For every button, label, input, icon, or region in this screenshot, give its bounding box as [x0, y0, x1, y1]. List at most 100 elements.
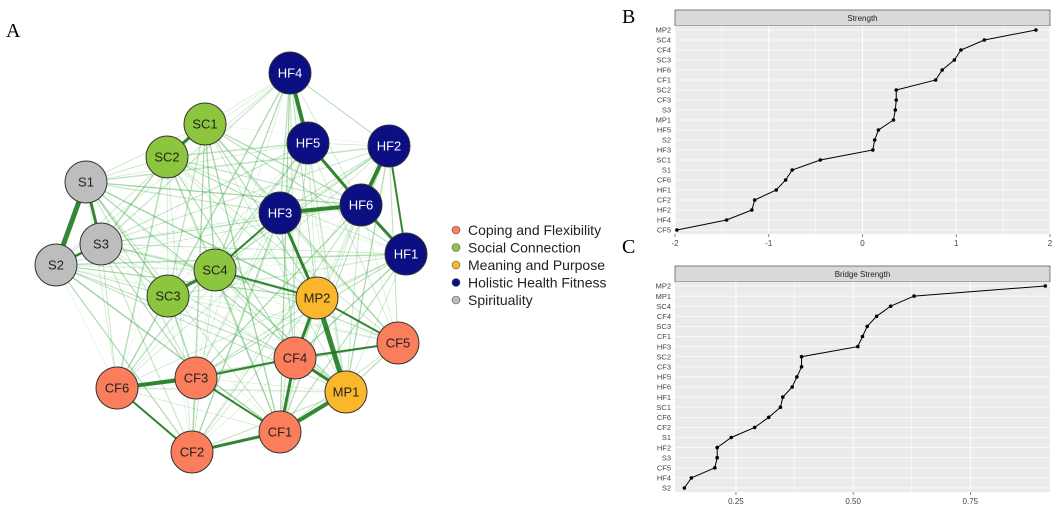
data-point [750, 208, 754, 212]
network-edge [85, 123, 206, 183]
network-node: SC2 [145, 135, 189, 179]
data-point [752, 425, 757, 430]
data-point [856, 344, 860, 349]
network-edge [214, 269, 347, 393]
y-tick-label: HF2 [657, 443, 671, 452]
y-tick-label: HF1 [657, 186, 671, 195]
y-tick-label: CF3 [657, 363, 671, 372]
y-tick-label: MP1 [656, 116, 671, 125]
network-node-label: HF2 [377, 139, 402, 154]
network-node: CF2 [170, 430, 214, 474]
network-edge [100, 243, 193, 453]
network-edge [166, 156, 318, 299]
data-point [752, 198, 757, 202]
y-tick-label: S1 [662, 433, 671, 442]
y-tick-label: CF4 [657, 46, 671, 55]
network-edge [214, 145, 390, 271]
data-point [781, 395, 785, 399]
network-node-circle [258, 191, 302, 235]
network-edge [100, 204, 362, 245]
y-tick-label: CF5 [657, 464, 671, 473]
data-point [675, 228, 679, 232]
data-point [1034, 28, 1038, 32]
network-node-circle [146, 274, 190, 318]
legend-label: Spirituality [468, 292, 533, 308]
y-tick-label: HF6 [657, 383, 671, 392]
y-tick-label: CF4 [657, 312, 671, 321]
network-edge [204, 123, 407, 255]
y-tick-label: CF5 [657, 226, 671, 235]
network-node-label: CF1 [268, 425, 293, 440]
network-node-circle [286, 121, 330, 165]
data-point [689, 476, 694, 480]
network-edge [279, 72, 291, 214]
network-edge [100, 243, 281, 433]
network-node-label: HF6 [349, 198, 374, 213]
data-point [912, 294, 916, 298]
network-edge [204, 123, 362, 206]
legend-label: Holistic Health Fitness [468, 275, 607, 291]
chart-title: Strength [847, 14, 877, 23]
x-tick-label: 0.50 [845, 497, 861, 506]
network-node-label: CF5 [386, 336, 411, 351]
network-node-circle [268, 51, 312, 95]
network-edge [279, 212, 296, 359]
network-edge [289, 72, 318, 299]
network-edge [55, 264, 193, 453]
network-node-circle [183, 102, 227, 146]
network-node: CF3 [174, 356, 218, 400]
data-point [778, 405, 783, 409]
data-point [894, 88, 899, 92]
data-point [715, 455, 719, 460]
network-edge [167, 123, 206, 297]
data-point [893, 108, 898, 112]
network-node-circle [324, 370, 368, 414]
data-point [724, 218, 729, 222]
y-tick-label: HF3 [657, 342, 671, 351]
network-edge [195, 377, 347, 393]
network-edge [85, 181, 296, 359]
network-node-circle [193, 248, 237, 292]
data-point [860, 334, 865, 339]
network-node-circle [295, 276, 339, 320]
network-edge [116, 156, 168, 389]
network-node: HF4 [268, 51, 312, 95]
network-edge [166, 156, 362, 206]
network-edge [100, 243, 407, 255]
network-node: HF5 [286, 121, 330, 165]
network-edge [204, 123, 399, 344]
network-edge [191, 297, 318, 453]
network-edge [167, 295, 296, 359]
network-edge [100, 243, 197, 379]
legend-label: Social Connection [468, 240, 581, 256]
data-point [783, 178, 788, 182]
data-point [713, 466, 717, 470]
legend-swatch [451, 243, 461, 252]
y-tick-label: HF5 [657, 126, 671, 135]
y-tick-label: SC3 [656, 56, 671, 65]
network-edge [100, 72, 291, 245]
legend-label: Meaning and Purpose [468, 257, 605, 273]
network-edge [85, 181, 216, 271]
y-tick-label: SC2 [656, 352, 671, 361]
y-tick-label: SC2 [656, 86, 671, 95]
network-node: CF6 [95, 366, 139, 410]
x-tick-label: -1 [765, 239, 773, 248]
network-node-label: CF2 [180, 445, 205, 460]
y-tick-label: CF1 [657, 332, 671, 341]
y-tick-label: SC4 [656, 36, 671, 45]
network-edge [294, 253, 407, 359]
network-edge [85, 181, 197, 379]
data-point [865, 324, 869, 329]
y-tick-label: HF3 [657, 146, 671, 155]
network-edge [85, 181, 362, 206]
network-edge [195, 212, 281, 379]
strength-chart: Strength-2 -1 0 1 2MP2SC4CF4SC3HF6CF1SC2CF3S… [656, 9, 1053, 248]
network-node: SC3 [146, 274, 190, 318]
network-edge [100, 243, 399, 344]
data-point [959, 48, 963, 52]
network-node: SC4 [193, 248, 237, 292]
network-edge [195, 253, 407, 379]
y-tick-label: S2 [662, 484, 671, 493]
